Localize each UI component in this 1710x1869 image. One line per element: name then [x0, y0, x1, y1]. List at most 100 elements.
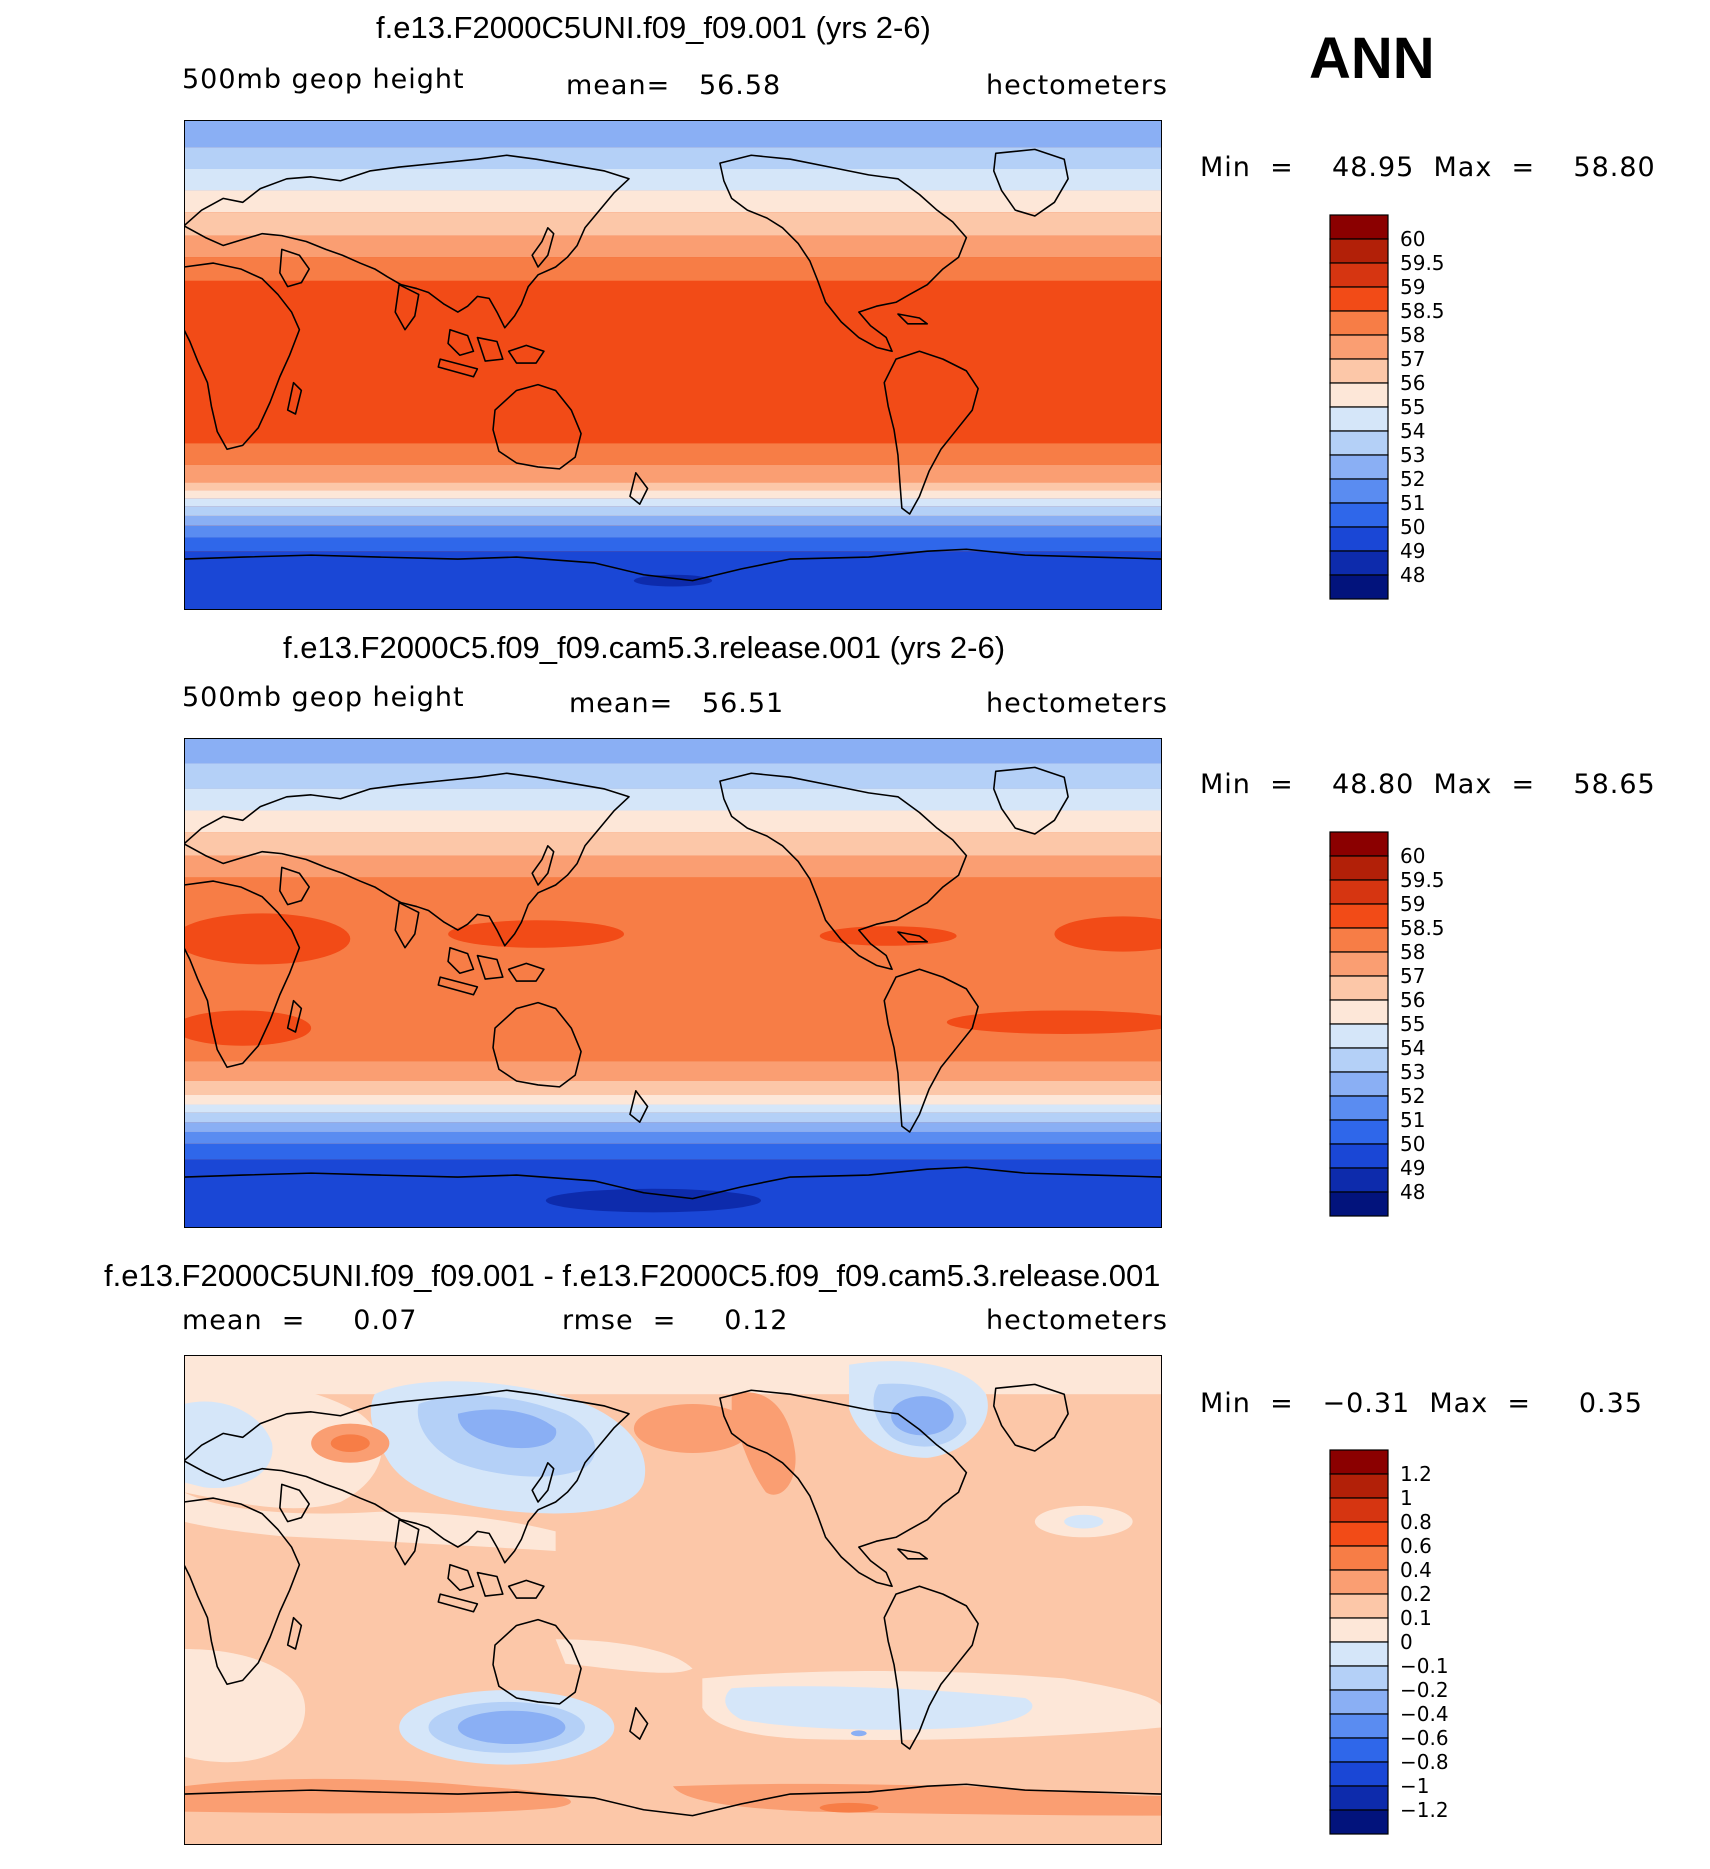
colorbar-swatch [1329, 1737, 1389, 1763]
colorbar-swatch [1329, 262, 1389, 288]
colorbar-tick-label: 59.5 [1400, 868, 1445, 892]
colorbar-tick-label: 60 [1400, 844, 1426, 868]
colorbar-swatch [1329, 382, 1389, 408]
colorbar-swatch [1329, 855, 1389, 881]
colorbar-swatch [1329, 1761, 1389, 1787]
colorbar-swatch [1329, 238, 1389, 264]
colorbar-tick-label: 56 [1400, 988, 1426, 1012]
colorbar-swatch [1329, 526, 1389, 552]
panel-3-map [184, 1355, 1162, 1845]
panel-1-minmax: Min = 48.95 Max = 58.80 [1200, 152, 1656, 183]
colorbar-swatch [1329, 1497, 1389, 1523]
panel-1-mean-label: mean= 56.58 [566, 70, 782, 101]
colorbar-tick-label: 55 [1400, 1012, 1426, 1036]
colorbar-swatch [1329, 975, 1389, 1001]
colorbar-tick-label: 55 [1400, 395, 1426, 419]
colorbar-tick-label: 0 [1400, 1630, 1413, 1654]
colorbar-tick-label: 59 [1400, 892, 1426, 916]
colorbar-swatch [1329, 406, 1389, 432]
colorbar-tick-label: 50 [1400, 1132, 1426, 1156]
colorbar-swatch [1329, 951, 1389, 977]
colorbar-swatch [1329, 502, 1389, 528]
panel-2-mean-label: mean= 56.51 [569, 688, 785, 719]
colorbar-tick-label: 48 [1400, 563, 1426, 587]
colorbar-tick-label: 52 [1400, 1084, 1426, 1108]
panel-3-rmse-label: rmse = 0.12 [562, 1305, 789, 1336]
panel-1-colorbar [1329, 214, 1389, 600]
colorbar-tick-label: −1.2 [1400, 1798, 1449, 1822]
colorbar-swatch [1329, 1473, 1389, 1499]
colorbar-tick-label: 52 [1400, 467, 1426, 491]
colorbar-swatch [1329, 903, 1389, 929]
panel-3-title: f.e13.F2000C5UNI.f09_f09.001 - f.e13.F20… [104, 1258, 1161, 1293]
colorbar-tick-label: 58.5 [1400, 916, 1445, 940]
colorbar-swatch [1329, 879, 1389, 905]
colorbar-tick-label: −0.8 [1400, 1750, 1449, 1774]
colorbar-swatch [1329, 1143, 1389, 1169]
panel-3-colorbar [1329, 1449, 1389, 1835]
colorbar-tick-label: 59 [1400, 275, 1426, 299]
colorbar-tick-label: 60 [1400, 227, 1426, 251]
colorbar-tick-label: 59.5 [1400, 251, 1445, 275]
colorbar-swatch [1329, 430, 1389, 456]
colorbar-swatch [1329, 1713, 1389, 1739]
panel-3-mean-label: mean = 0.07 [182, 1305, 418, 1336]
colorbar-swatch [1329, 334, 1389, 360]
panel-1-left-label: 500mb geop height [182, 64, 465, 95]
panel-3-minmax: Min = −0.31 Max = 0.35 [1200, 1388, 1643, 1419]
colorbar-swatch [1329, 286, 1389, 312]
colorbar-swatch [1329, 999, 1389, 1025]
colorbar-tick-label: 56 [1400, 371, 1426, 395]
panel-2-title: f.e13.F2000C5.f09_f09.cam5.3.release.001… [283, 630, 1006, 665]
colorbar-tick-label: 53 [1400, 1060, 1426, 1084]
panel-3-units-label: hectometers [986, 1305, 1168, 1336]
colorbar-swatch [1329, 1641, 1389, 1667]
colorbar-tick-label: 0.6 [1400, 1534, 1432, 1558]
panel-2-map [184, 738, 1162, 1228]
colorbar-tick-label: 0.2 [1400, 1582, 1432, 1606]
colorbar-swatch [1329, 1665, 1389, 1691]
colorbar-tick-label: 58 [1400, 940, 1426, 964]
colorbar-swatch [1329, 1449, 1389, 1475]
colorbar-tick-label: 58.5 [1400, 299, 1445, 323]
colorbar-tick-label: 50 [1400, 515, 1426, 539]
colorbar-swatch [1329, 454, 1389, 480]
colorbar-swatch [1329, 1569, 1389, 1595]
colorbar-tick-label: 1.2 [1400, 1462, 1432, 1486]
panel-2-units-label: hectometers [986, 688, 1168, 719]
colorbar-tick-label: 57 [1400, 347, 1426, 371]
colorbar-swatch [1329, 1521, 1389, 1547]
panel-2-colorbar [1329, 831, 1389, 1217]
colorbar-tick-label: 51 [1400, 1108, 1426, 1132]
colorbar-tick-label: 0.1 [1400, 1606, 1432, 1630]
colorbar-swatch [1329, 358, 1389, 384]
colorbar-tick-label: −0.4 [1400, 1702, 1449, 1726]
colorbar-tick-label: 49 [1400, 1156, 1426, 1180]
colorbar-swatch [1329, 478, 1389, 504]
colorbar-swatch [1329, 1095, 1389, 1121]
panel-1-title: f.e13.F2000C5UNI.f09_f09.001 (yrs 2-6) [376, 10, 931, 45]
colorbar-tick-label: −1 [1400, 1774, 1430, 1798]
colorbar-tick-label: 51 [1400, 491, 1426, 515]
colorbar-swatch [1329, 550, 1389, 576]
colorbar-swatch [1329, 1617, 1389, 1643]
colorbar-swatch [1329, 1191, 1389, 1217]
colorbar-tick-label: 54 [1400, 419, 1426, 443]
colorbar-swatch [1329, 1545, 1389, 1571]
colorbar-tick-label: 54 [1400, 1036, 1426, 1060]
colorbar-tick-label: −0.1 [1400, 1654, 1449, 1678]
colorbar-swatch [1329, 1167, 1389, 1193]
colorbar-swatch [1329, 1023, 1389, 1049]
colorbar-swatch [1329, 1071, 1389, 1097]
colorbar-tick-label: 49 [1400, 539, 1426, 563]
colorbar-tick-label: 58 [1400, 323, 1426, 347]
panel-2-left-label: 500mb geop height [182, 682, 465, 713]
panel-1-map [184, 120, 1162, 610]
colorbar-swatch [1329, 927, 1389, 953]
colorbar-swatch [1329, 1809, 1389, 1835]
colorbar-tick-label: 0.4 [1400, 1558, 1432, 1582]
colorbar-swatch [1329, 214, 1389, 240]
colorbar-swatch [1329, 310, 1389, 336]
colorbar-swatch [1329, 1593, 1389, 1619]
colorbar-tick-label: −0.6 [1400, 1726, 1449, 1750]
